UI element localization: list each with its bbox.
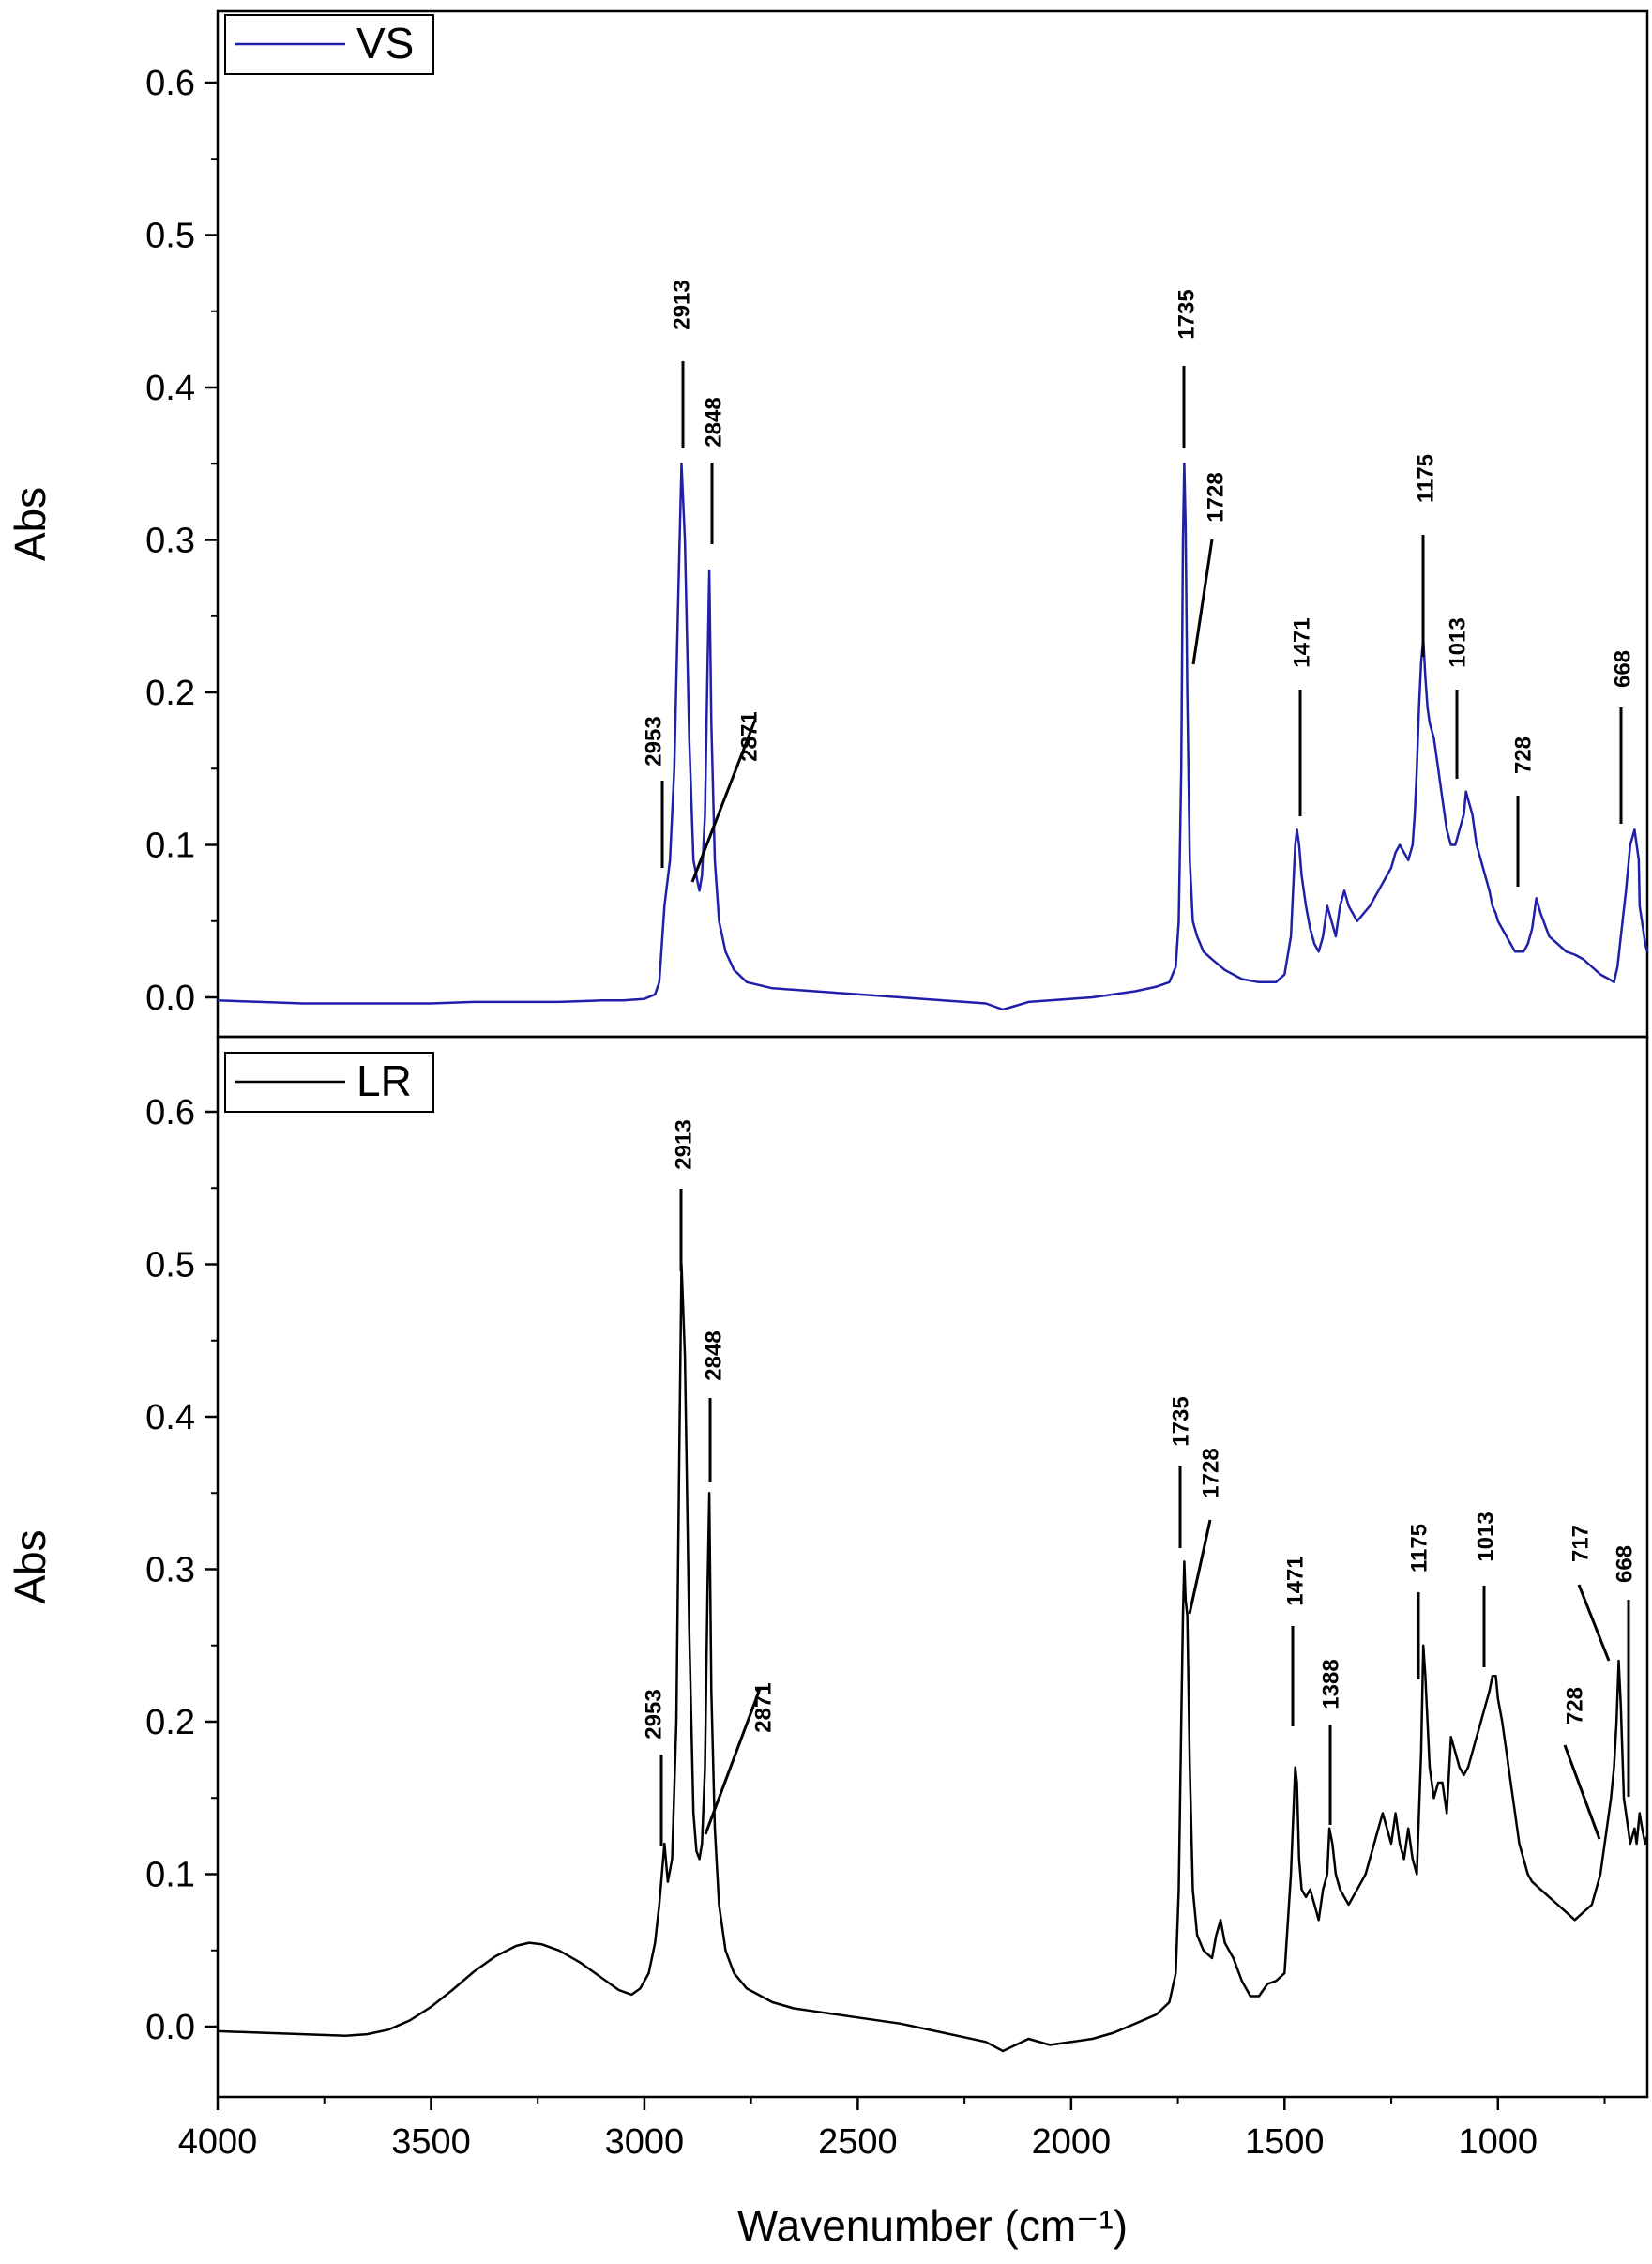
peak-label: 2953 <box>641 1689 666 1739</box>
plot-frame <box>216 9 1649 1039</box>
x-axis-title: Wavenumber (cm⁻¹) <box>737 2201 1128 2250</box>
peak-label: 717 <box>1568 1525 1593 1562</box>
y-tick-label: 0.6 <box>145 64 195 103</box>
panel-vs: 0.0 0.1 0.2 0.3 0.4 0.5 0.6 Abs VS 2953 2913 2871 28… <box>6 9 1649 1039</box>
y-axis-title: Abs <box>6 487 54 561</box>
peak-label: 1728 <box>1203 472 1228 522</box>
y-tick-label: 0.3 <box>145 1551 195 1590</box>
y-tick-label: 0.4 <box>145 369 195 408</box>
spectrum-line-lr <box>217 1263 1649 2053</box>
y-tick-label: 0.2 <box>145 674 195 713</box>
peak-label: 2953 <box>641 716 666 766</box>
peak-leader-line <box>1563 1744 1601 1840</box>
y-tick-label: 0.2 <box>145 1703 195 1742</box>
peak-label: 2913 <box>669 280 694 329</box>
peak-label: 2848 <box>701 1330 726 1380</box>
peak-label: 1728 <box>1198 1448 1223 1497</box>
peak-label: 1175 <box>1406 1524 1432 1573</box>
plot-frame <box>216 1035 1649 2099</box>
y-tick-label: 0.1 <box>145 827 195 866</box>
peak-leader-line <box>1188 1519 1212 1615</box>
peak-label: 2871 <box>750 1682 776 1732</box>
panel-lr: 0.0 0.1 0.2 0.3 0.4 0.5 0.6 4000 3500 3000 2500 200… <box>6 1035 1649 2250</box>
peak-leader-line <box>1191 539 1214 665</box>
y-tick-label: 0.5 <box>145 217 195 256</box>
x-tick-label: 1000 <box>1459 2122 1538 2162</box>
peak-label: 668 <box>1612 1545 1637 1583</box>
peak-label: 1735 <box>1174 289 1199 339</box>
y-tick-label: 0.3 <box>145 522 195 561</box>
x-tick-label: 2500 <box>818 2122 898 2162</box>
peak-leader-line <box>690 719 757 883</box>
y-tick-label: 0.0 <box>145 2008 195 2047</box>
y-axis-title: Abs <box>6 1529 54 1603</box>
legend-label: LR <box>356 1056 412 1105</box>
peak-label: 2871 <box>736 711 762 761</box>
y-tick-label: 0.0 <box>145 979 195 1018</box>
peak-leader-line <box>704 1688 762 1835</box>
x-tick-label: 2000 <box>1032 2122 1112 2162</box>
y-tick-label: 0.1 <box>145 1856 195 1895</box>
peak-label: 1735 <box>1168 1396 1193 1446</box>
spectrum-line-vs <box>217 463 1649 1011</box>
x-tick-label: 3500 <box>391 2122 471 2162</box>
y-tick-label: 0.6 <box>145 1093 195 1132</box>
legend-label: VS <box>356 19 414 68</box>
peak-label: 2913 <box>671 1119 696 1169</box>
peak-leader-line <box>1577 1584 1611 1662</box>
peak-label: 2848 <box>701 397 726 447</box>
y-tick-label: 0.4 <box>145 1398 195 1437</box>
peak-label: 1471 <box>1289 617 1314 667</box>
x-tick-label: 3000 <box>605 2122 685 2162</box>
peak-label: 1471 <box>1282 1556 1308 1605</box>
peak-label: 1388 <box>1318 1659 1343 1709</box>
peak-label: 1013 <box>1473 1512 1498 1561</box>
peak-label: 668 <box>1610 650 1635 688</box>
x-tick-label: 1500 <box>1245 2122 1325 2162</box>
peak-label: 728 <box>1562 1687 1587 1725</box>
peak-label: 1175 <box>1413 454 1438 503</box>
y-tick-label: 0.5 <box>145 1246 195 1285</box>
peak-label: 728 <box>1510 737 1536 774</box>
x-tick-label: 4000 <box>178 2122 258 2162</box>
peak-label: 1013 <box>1445 617 1470 667</box>
